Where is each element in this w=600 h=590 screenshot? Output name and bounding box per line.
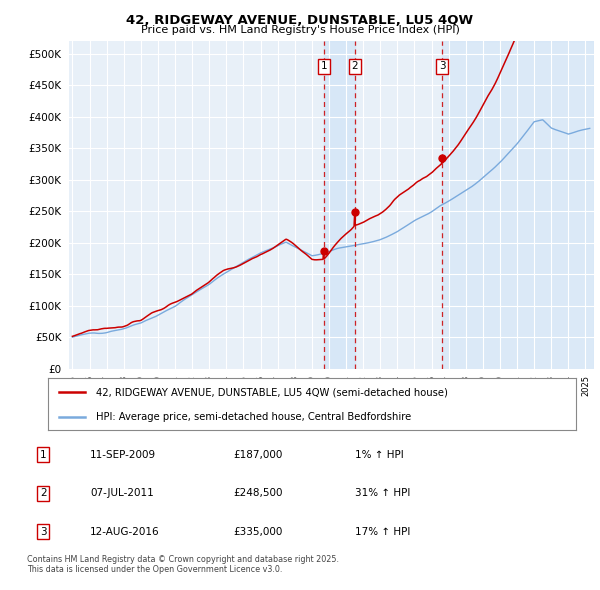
Text: Contains HM Land Registry data © Crown copyright and database right 2025.
This d: Contains HM Land Registry data © Crown c… bbox=[27, 555, 339, 574]
Text: HPI: Average price, semi-detached house, Central Bedfordshire: HPI: Average price, semi-detached house,… bbox=[95, 412, 411, 421]
Text: 2: 2 bbox=[40, 489, 47, 498]
Text: Price paid vs. HM Land Registry's House Price Index (HPI): Price paid vs. HM Land Registry's House … bbox=[140, 25, 460, 35]
Text: 17% ↑ HPI: 17% ↑ HPI bbox=[355, 527, 410, 537]
Text: 42, RIDGEWAY AVENUE, DUNSTABLE, LU5 4QW (semi-detached house): 42, RIDGEWAY AVENUE, DUNSTABLE, LU5 4QW … bbox=[95, 387, 448, 397]
Text: 1: 1 bbox=[40, 450, 47, 460]
Text: 07-JUL-2011: 07-JUL-2011 bbox=[90, 489, 154, 498]
Text: £335,000: £335,000 bbox=[234, 527, 283, 537]
Text: 42, RIDGEWAY AVENUE, DUNSTABLE, LU5 4QW: 42, RIDGEWAY AVENUE, DUNSTABLE, LU5 4QW bbox=[127, 14, 473, 27]
Text: 11-SEP-2009: 11-SEP-2009 bbox=[90, 450, 157, 460]
Text: 31% ↑ HPI: 31% ↑ HPI bbox=[355, 489, 410, 498]
Text: 1% ↑ HPI: 1% ↑ HPI bbox=[355, 450, 404, 460]
Bar bbox=[442, 41, 594, 369]
Text: 1: 1 bbox=[320, 61, 327, 71]
Text: 2: 2 bbox=[352, 61, 358, 71]
Text: £187,000: £187,000 bbox=[234, 450, 283, 460]
Text: £248,500: £248,500 bbox=[234, 489, 283, 498]
Bar bbox=[323, 41, 355, 369]
Text: 3: 3 bbox=[439, 61, 445, 71]
Text: 3: 3 bbox=[40, 527, 47, 537]
Text: 12-AUG-2016: 12-AUG-2016 bbox=[90, 527, 160, 537]
